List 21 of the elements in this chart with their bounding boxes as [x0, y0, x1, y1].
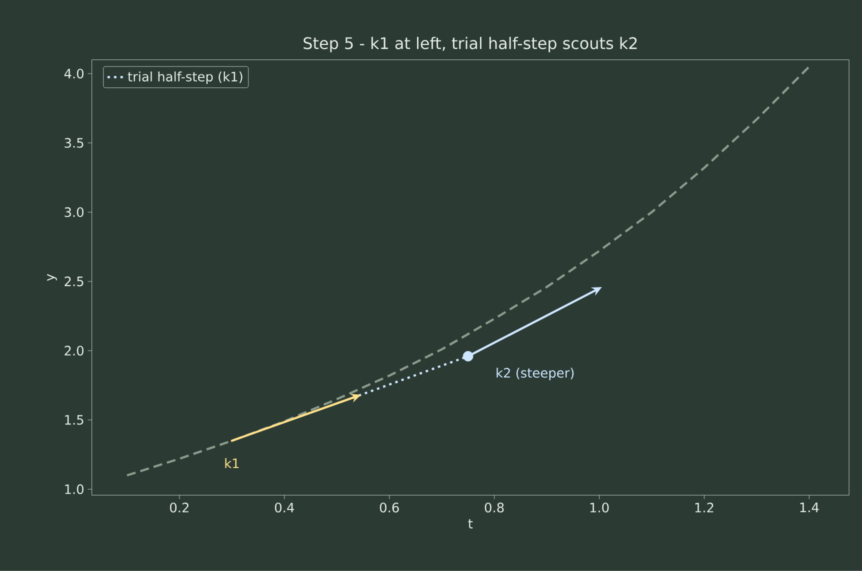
chart-title: Step 5 - k1 at left, trial half-step scouts k2: [304, 36, 637, 52]
x-tick-label: 0.8: [484, 502, 504, 513]
annotation: k2 (steeper): [496, 368, 574, 380]
x-tick-label: 0.6: [380, 502, 399, 513]
annotation: k1: [225, 458, 239, 468]
y-tick-label: 3.0: [64, 207, 84, 218]
legend-label: trial half-step (k1): [128, 72, 242, 84]
y-tick-label: 4.0: [64, 68, 84, 79]
y-axis-title: y: [47, 274, 57, 281]
y-tick-label: 1.5: [65, 415, 84, 425]
line-series: [126, 66, 810, 477]
x-tick-label: 0.2: [170, 502, 188, 513]
y-tick-label: 1.0: [65, 484, 84, 494]
y-tick-label: 2.5: [64, 276, 84, 286]
x-tick-label: 1.2: [695, 502, 714, 512]
x-tick-label: 1.0: [590, 502, 609, 513]
x-axis-title: t: [468, 519, 473, 528]
x-tick-label: 0.4: [274, 502, 294, 513]
y-tick-label: 2.0: [64, 346, 84, 356]
y-tick-label: 3.5: [64, 138, 84, 148]
x-tick-label: 1.4: [800, 502, 819, 512]
